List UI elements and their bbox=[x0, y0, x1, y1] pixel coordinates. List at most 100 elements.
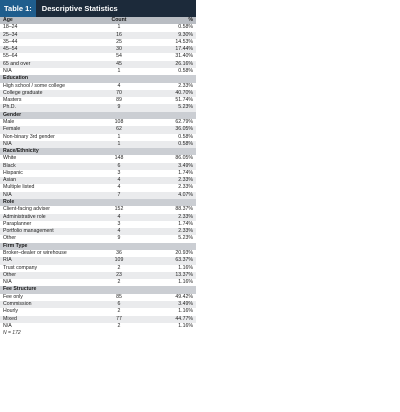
row-label: N/A bbox=[0, 279, 92, 287]
row-percent: 2.33% bbox=[146, 213, 196, 221]
row-label: 18–24 bbox=[0, 24, 92, 32]
row-percent: 2.33% bbox=[146, 184, 196, 192]
section-header-row: Fee Structure bbox=[0, 286, 196, 294]
table-row: College graduate 70 40.70% bbox=[0, 89, 196, 98]
row-label: 35–44 bbox=[0, 38, 92, 47]
table-row: Administrative role 4 2.33% bbox=[0, 213, 196, 221]
row-percent: 36.05% bbox=[146, 126, 196, 134]
row-count: 1 bbox=[92, 133, 146, 141]
row-label: Client-facing adviser bbox=[0, 206, 92, 214]
row-percent: 49.42% bbox=[146, 293, 196, 301]
row-label: 45–54 bbox=[0, 46, 92, 54]
row-count: 2 bbox=[92, 308, 146, 316]
row-label: N/A bbox=[0, 67, 92, 76]
table-row: Asian 4 2.33% bbox=[0, 177, 196, 185]
row-label: College graduate bbox=[0, 89, 92, 98]
statistics-table-panel: Table 1: Descriptive Statistics Age Count… bbox=[0, 0, 196, 412]
row-label: Hispanic bbox=[0, 169, 92, 178]
row-count: 23 bbox=[92, 271, 146, 280]
row-percent: 0.58% bbox=[146, 24, 196, 32]
row-count: 45 bbox=[92, 60, 146, 68]
row-percent: 5.23% bbox=[146, 235, 196, 243]
row-count: 54 bbox=[92, 53, 146, 61]
row-percent: 13.37% bbox=[146, 271, 196, 280]
row-percent: 1.16% bbox=[146, 279, 196, 287]
row-label: Other bbox=[0, 235, 92, 243]
row-label: Paraplanner bbox=[0, 220, 92, 229]
row-label: 25–34 bbox=[0, 31, 92, 39]
row-label: Black bbox=[0, 162, 92, 170]
row-count: 4 bbox=[92, 228, 146, 236]
section-header-row: Gender bbox=[0, 111, 196, 119]
row-percent: 2.33% bbox=[146, 228, 196, 236]
table-body: Age Count% 18–24 1 0.58% 25–34 16 9.30% 35–44 25 1… bbox=[0, 17, 196, 331]
row-label: White bbox=[0, 155, 92, 163]
row-percent: 4.07% bbox=[146, 191, 196, 200]
table-row: Client-facing adviser 152 88.37% bbox=[0, 206, 196, 214]
table-row: High school / some college 4 2.33% bbox=[0, 82, 196, 90]
row-count: 16 bbox=[92, 31, 146, 39]
table-row: Ph.D. 9 5.23% bbox=[0, 104, 196, 112]
row-count: 9 bbox=[92, 104, 146, 112]
row-label: Multiple listed bbox=[0, 184, 92, 192]
table-row: N/A 2 1.16% bbox=[0, 279, 196, 287]
row-percent: 1.16% bbox=[146, 264, 196, 272]
row-label: Ph.D. bbox=[0, 104, 92, 112]
section-header-label: Firm Type bbox=[0, 242, 196, 250]
row-label: Female bbox=[0, 126, 92, 134]
table-title: Descriptive Statistics bbox=[41, 4, 118, 13]
row-percent: 40.70% bbox=[146, 89, 196, 98]
table-row: Mixed 77 44.77% bbox=[0, 315, 196, 323]
table-row: Male 108 62.79% bbox=[0, 118, 196, 127]
row-label: Hourly bbox=[0, 308, 92, 316]
row-count: 9 bbox=[92, 235, 146, 243]
row-count: 25 bbox=[92, 38, 146, 47]
section-header-label: Education bbox=[0, 75, 196, 83]
table-row: Masters 89 51.74% bbox=[0, 97, 196, 105]
row-label: N/A bbox=[0, 191, 92, 200]
row-percent: 14.53% bbox=[146, 38, 196, 47]
row-label: Mixed bbox=[0, 315, 92, 323]
table-row: Broker–dealer or wirehouse 36 20.93% bbox=[0, 250, 196, 258]
row-count: 36 bbox=[92, 250, 146, 258]
row-percent: 2.33% bbox=[146, 82, 196, 90]
table-row: 45–54 30 17.44% bbox=[0, 46, 196, 54]
table-row: N/A 7 4.07% bbox=[0, 191, 196, 200]
row-label: Asian bbox=[0, 177, 92, 185]
table-row: Multiple listed 4 2.33% bbox=[0, 184, 196, 192]
row-count: 4 bbox=[92, 177, 146, 185]
row-count: 4 bbox=[92, 82, 146, 90]
row-count: 3 bbox=[92, 220, 146, 229]
row-label: High school / some college bbox=[0, 82, 92, 90]
row-count: 85 bbox=[92, 293, 146, 301]
row-count: 70 bbox=[92, 89, 146, 98]
row-percent: 0.58% bbox=[146, 140, 196, 149]
row-percent: 62.79% bbox=[146, 118, 196, 127]
row-percent: 51.74% bbox=[146, 97, 196, 105]
row-percent: 1.16% bbox=[146, 322, 196, 331]
row-count: 77 bbox=[92, 315, 146, 323]
row-count: 3 bbox=[92, 169, 146, 178]
row-percent: 9.30% bbox=[146, 31, 196, 39]
row-count: 152 bbox=[92, 206, 146, 214]
row-percent: 86.05% bbox=[146, 155, 196, 163]
row-label: N/A bbox=[0, 140, 92, 149]
row-percent: 44.77% bbox=[146, 315, 196, 323]
row-count: 7 bbox=[92, 191, 146, 200]
row-label: Portfolio management bbox=[0, 228, 92, 236]
row-percent: 0.58% bbox=[146, 67, 196, 76]
row-count: 108 bbox=[92, 118, 146, 127]
row-label: Masters bbox=[0, 97, 92, 105]
row-percent: 17.44% bbox=[146, 46, 196, 54]
row-label: Administrative role bbox=[0, 213, 92, 221]
section-header-label: Role bbox=[0, 199, 196, 207]
row-label: Male bbox=[0, 118, 92, 127]
row-count: 6 bbox=[92, 162, 146, 170]
row-count: 2 bbox=[92, 264, 146, 272]
table-row: N/A 2 1.16% bbox=[0, 322, 196, 331]
row-label: 65 and over bbox=[0, 60, 92, 68]
table-row: White 148 86.05% bbox=[0, 155, 196, 163]
row-count: 109 bbox=[92, 257, 146, 265]
row-label: Non-binary 3rd gender bbox=[0, 133, 92, 141]
section-header-label: Fee Structure bbox=[0, 286, 196, 294]
